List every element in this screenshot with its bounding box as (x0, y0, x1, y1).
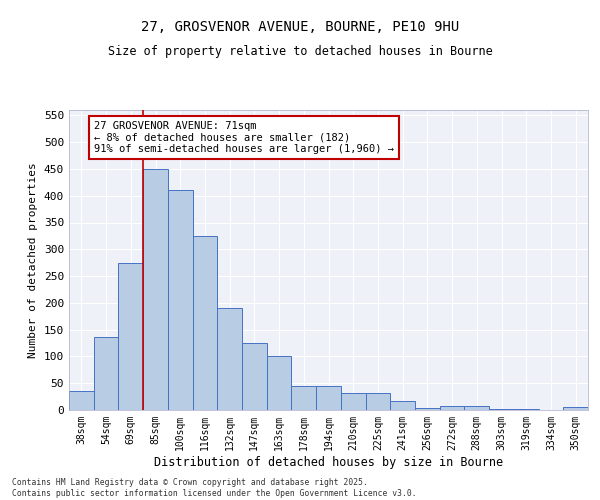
Bar (217, 308, 242, 410)
Bar (514, 409, 539, 410)
Bar (168, 190, 193, 410)
Text: Size of property relative to detached houses in Bourne: Size of property relative to detached ho… (107, 45, 493, 58)
Bar (69, 391, 94, 410)
Bar (464, 406, 489, 410)
Bar (415, 408, 440, 410)
Bar (118, 262, 143, 410)
Bar (292, 386, 316, 410)
Bar (563, 408, 588, 410)
Bar (94, 336, 118, 410)
Bar (489, 409, 514, 410)
Bar (390, 401, 415, 410)
Bar (365, 394, 390, 410)
X-axis label: Distribution of detached houses by size in Bourne: Distribution of detached houses by size … (154, 456, 503, 468)
Bar (316, 386, 341, 410)
Text: Contains HM Land Registry data © Crown copyright and database right 2025.
Contai: Contains HM Land Registry data © Crown c… (12, 478, 416, 498)
Bar (242, 343, 267, 410)
Y-axis label: Number of detached properties: Number of detached properties (28, 162, 38, 358)
Bar (143, 169, 168, 410)
Bar (267, 356, 292, 410)
Bar (440, 406, 464, 410)
Bar (193, 236, 217, 410)
Text: 27 GROSVENOR AVENUE: 71sqm
← 8% of detached houses are smaller (182)
91% of semi: 27 GROSVENOR AVENUE: 71sqm ← 8% of detac… (94, 120, 394, 154)
Text: 27, GROSVENOR AVENUE, BOURNE, PE10 9HU: 27, GROSVENOR AVENUE, BOURNE, PE10 9HU (141, 20, 459, 34)
Bar (341, 394, 365, 410)
